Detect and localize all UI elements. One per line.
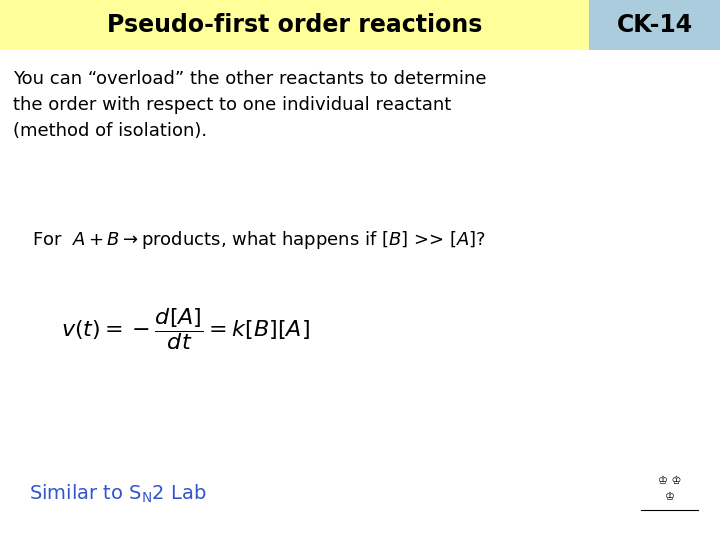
Text: Similar to $\mathrm{S_N}$2 Lab: Similar to $\mathrm{S_N}$2 Lab (29, 483, 207, 505)
Text: ♔ ♔: ♔ ♔ (658, 476, 681, 485)
Text: For  $A + B \rightarrow \mathrm{products}$, what happens if $[B]$ >> $[A]$?: For $A + B \rightarrow \mathrm{products}… (32, 230, 487, 251)
Text: You can “overload” the other reactants to determine
the order with respect to on: You can “overload” the other reactants t… (13, 70, 487, 140)
Text: Pseudo-first order reactions: Pseudo-first order reactions (107, 13, 482, 37)
Text: ♔: ♔ (665, 492, 675, 502)
Text: CK-14: CK-14 (616, 13, 693, 37)
FancyBboxPatch shape (0, 0, 589, 50)
Text: $v(t) = -\dfrac{d[A]}{dt} = k[B][A]$: $v(t) = -\dfrac{d[A]}{dt} = k[B][A]$ (61, 306, 310, 353)
FancyBboxPatch shape (589, 0, 720, 50)
